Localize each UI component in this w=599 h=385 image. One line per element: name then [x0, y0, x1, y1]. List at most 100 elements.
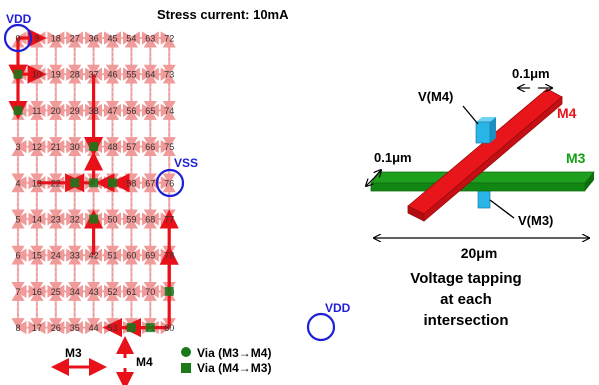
node-label: 29 [70, 106, 80, 116]
node-label: 6 [15, 251, 20, 261]
node-label: 22 [51, 178, 61, 188]
via-m4-body [475, 121, 491, 144]
node-label: 72 [164, 34, 174, 44]
legend-m4-label: M4 [136, 355, 153, 369]
grid-vias [13, 69, 174, 333]
node-label: 59 [126, 215, 136, 225]
node-label: 33 [70, 251, 80, 261]
node-label: 80 [164, 323, 174, 333]
node-label: 65 [145, 106, 155, 116]
node-label: 56 [126, 106, 136, 116]
node-label: 54 [126, 34, 136, 44]
m3-label: M3 [566, 150, 586, 166]
node-label: 66 [145, 142, 155, 152]
node-label: 37 [89, 70, 99, 80]
node-label: 21 [51, 142, 61, 152]
via-marker [13, 69, 23, 79]
caption-line-1: Voltage tapping [410, 270, 521, 287]
node-label: 12 [32, 142, 42, 152]
via-m3-body [477, 189, 491, 209]
node-label: 10 [32, 70, 42, 80]
via-marker [126, 323, 136, 333]
node-label: 43 [89, 287, 99, 297]
node-label: 64 [145, 70, 155, 80]
node-label: 63 [145, 34, 155, 44]
node-label: 23 [51, 215, 61, 225]
node-label: 53 [107, 323, 117, 333]
node-label: 8 [15, 323, 20, 333]
node-label: 44 [89, 323, 99, 333]
node-label: 45 [107, 34, 117, 44]
node-label: 51 [107, 251, 117, 261]
node-label: 73 [164, 70, 174, 80]
node-label: 32 [70, 215, 80, 225]
node-label: 18 [51, 34, 61, 44]
node-label: 60 [126, 251, 136, 261]
via-marker [70, 178, 80, 188]
width-left-dim-down [366, 177, 375, 186]
node-label: 58 [126, 178, 136, 188]
node-label: 28 [70, 70, 80, 80]
node-label: 74 [164, 106, 174, 116]
stress-current-title: Stress current: 10mA [157, 7, 289, 22]
m3-bar-face [370, 182, 586, 192]
caption-line-3: intersection [423, 312, 508, 329]
node-label: 19 [51, 70, 61, 80]
via-marker [89, 142, 99, 152]
node-label: 52 [107, 287, 117, 297]
width-top-label: 0.1μm [512, 66, 550, 81]
via-marker [89, 178, 99, 188]
vdd-top-circle [3, 23, 33, 53]
node-label: 26 [51, 323, 61, 333]
width-left-label: 0.1μm [374, 150, 412, 165]
node-label: 38 [89, 106, 99, 116]
node-label: 5 [15, 215, 20, 225]
via-m4-top [476, 117, 496, 122]
legend: M3 M4 Via (M3→M4) Via (M4→M3) [51, 336, 271, 385]
node-label: 36 [89, 34, 99, 44]
node-label: 34 [70, 287, 80, 297]
width-left-dim-up [374, 170, 381, 179]
legend-via-m3-m4: Via (M3→M4) [197, 346, 271, 360]
node-label: 30 [70, 142, 80, 152]
vss-label: VSS [174, 156, 198, 170]
current-grid: Stress current: 10mA 0918273645546372110… [3, 7, 351, 342]
node-label: 25 [51, 287, 61, 297]
vdd-top-label: VDD [6, 12, 32, 26]
node-label: 61 [126, 287, 136, 297]
node-label: 14 [32, 215, 42, 225]
node-label: 57 [126, 142, 136, 152]
v-m4-leader [462, 105, 479, 125]
v-m4-label: V(M4) [418, 89, 453, 104]
node-label: 3 [15, 142, 20, 152]
node-label: 27 [70, 34, 80, 44]
via-marker [13, 105, 23, 115]
via-marker [145, 323, 155, 333]
node-label: 67 [145, 178, 155, 188]
via-m4-m3-icon [181, 363, 191, 373]
node-label: 35 [70, 323, 80, 333]
node-label: 11 [32, 106, 41, 116]
node-label: 7 [15, 287, 20, 297]
node-label: 77 [164, 215, 174, 225]
length-label: 20μm [461, 245, 498, 261]
node-label: 69 [145, 251, 155, 261]
legend-m3-label: M3 [65, 346, 82, 360]
node-label: 4 [15, 178, 20, 188]
v-m3-label: V(M3) [518, 213, 553, 228]
node-label: 46 [107, 70, 117, 80]
m4-bar-side [423, 96, 563, 222]
m4-label: M4 [557, 105, 577, 121]
node-label: 42 [89, 251, 99, 261]
node-label: 68 [145, 215, 155, 225]
caption-line-2: at each [440, 291, 492, 308]
via-m3-m4-icon [181, 347, 191, 357]
via-marker [108, 178, 117, 188]
node-label: 15 [32, 251, 42, 261]
node-label: 48 [107, 142, 117, 152]
intersection-schematic: V(M4) V(M3) M4 M3 0.1μm 0.1μm 20μm Volta… [366, 66, 595, 329]
node-label: 9 [34, 34, 39, 44]
vdd-bottom-label: VDD [325, 301, 351, 315]
node-label: 75 [164, 142, 174, 152]
